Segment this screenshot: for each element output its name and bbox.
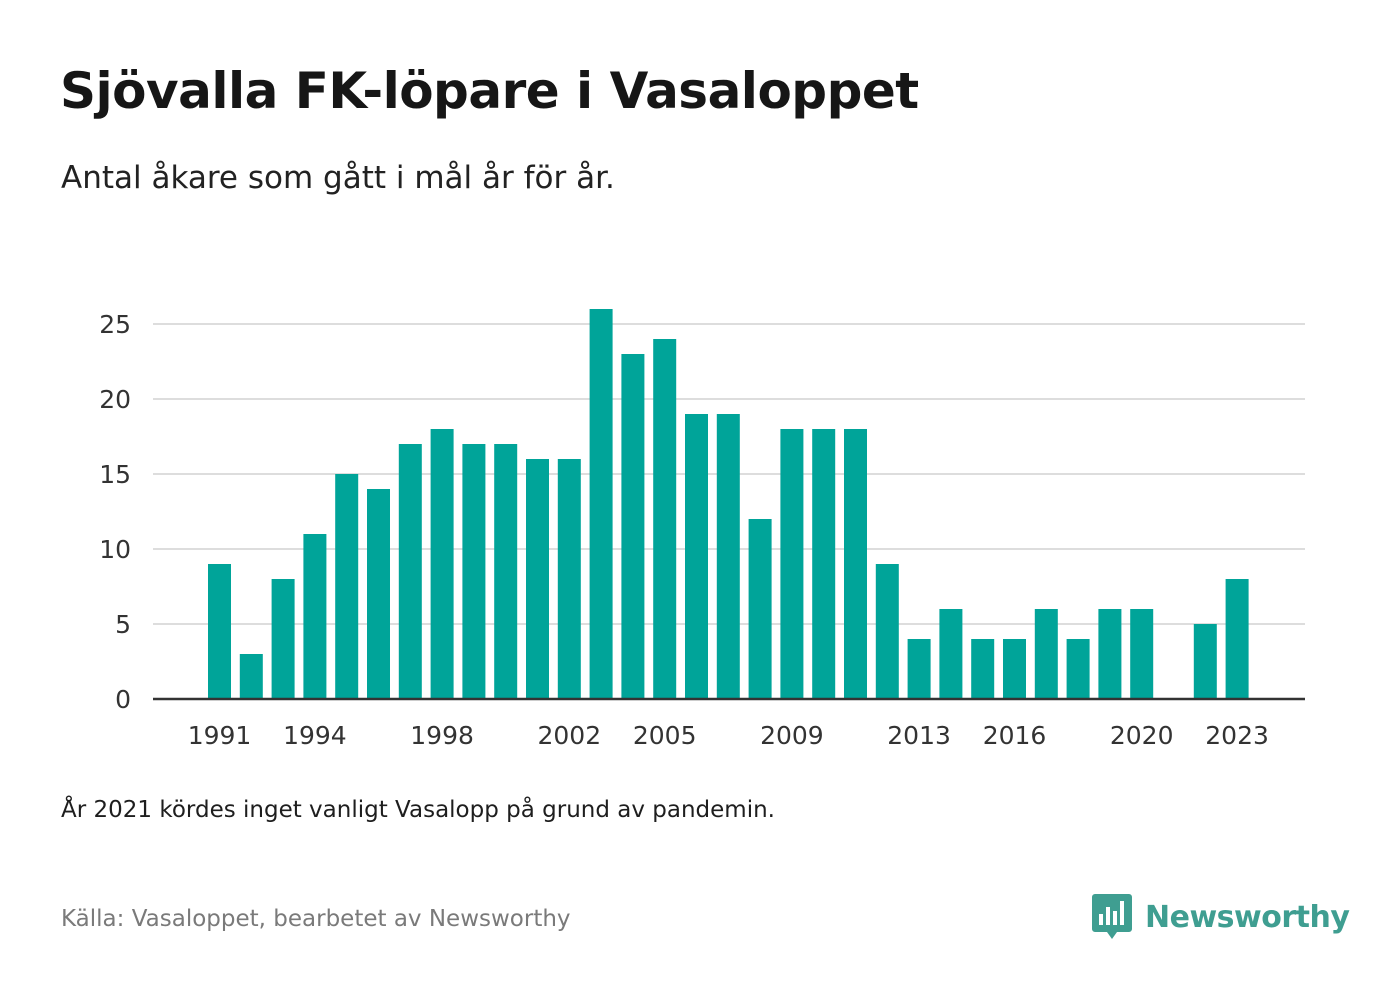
bar-2013 — [907, 639, 931, 699]
bar-2016 — [1003, 639, 1026, 699]
chart-title: Sjövalla FK-löpare i Vasaloppet — [60, 62, 919, 120]
bar-2002 — [557, 459, 581, 699]
bar-1997 — [398, 444, 422, 699]
bar-2018 — [1066, 639, 1090, 699]
bar-2017 — [1034, 609, 1058, 699]
y-tick-label: 5 — [115, 610, 131, 639]
x-tick-label: 2009 — [760, 721, 824, 750]
x-tick-label: 1991 — [188, 721, 252, 750]
brand-name: Newsworthy — [1145, 899, 1350, 935]
y-tick-label: 0 — [115, 685, 131, 714]
bar-2023 — [1225, 579, 1249, 699]
y-axis-tick-labels: 0 5 10 15 20 25 — [99, 310, 131, 714]
bar-1993 — [271, 579, 295, 699]
bar-2003 — [589, 309, 613, 699]
bar-2015 — [971, 639, 995, 699]
bar-2005 — [653, 339, 677, 699]
bar-chart: 0 5 10 15 20 25 1991 1994 1998 2002 2005 2009 2013 2… — [99, 309, 1305, 750]
bar-1995 — [335, 474, 359, 699]
y-tick-label: 25 — [99, 310, 131, 339]
bars — [208, 309, 1249, 699]
chart-note: År 2021 kördes inget vanligt Vasalopp på… — [61, 797, 775, 823]
x-tick-label: 2002 — [537, 721, 601, 750]
x-tick-label: 2005 — [633, 721, 697, 750]
x-tick-label: 2023 — [1205, 721, 1269, 750]
y-tick-label: 20 — [99, 385, 131, 414]
brand-logo: Newsworthy — [1091, 892, 1350, 942]
bar-2012 — [875, 564, 899, 699]
bar-2020 — [1130, 609, 1154, 699]
bar-2022 — [1193, 624, 1217, 699]
x-tick-label: 2013 — [887, 721, 951, 750]
bar-2007 — [716, 414, 740, 699]
bar-2019 — [1098, 609, 1122, 699]
x-tick-label: 2020 — [1110, 721, 1174, 750]
bar-1998 — [430, 429, 454, 699]
bar-2010 — [812, 429, 836, 699]
bar-2011 — [844, 429, 867, 699]
x-axis-tick-labels: 1991 1994 1998 2002 2005 2009 2013 2016 2020 2023 — [188, 721, 1269, 750]
x-tick-label: 1998 — [410, 721, 474, 750]
chart-subtitle: Antal åkare som gått i mål år för år. — [61, 160, 615, 196]
bar-2000 — [494, 444, 518, 699]
bar-1999 — [462, 444, 486, 699]
bar-2008 — [748, 519, 772, 699]
bar-2004 — [621, 354, 645, 699]
bar-2006 — [685, 414, 708, 699]
bar-1994 — [303, 534, 327, 699]
y-tick-label: 10 — [99, 535, 131, 564]
source-credit: Källa: Vasaloppet, bearbetet av Newswort… — [61, 906, 571, 932]
bar-2014 — [939, 609, 963, 699]
bar-2001 — [526, 459, 549, 699]
bar-1992 — [239, 654, 263, 699]
bar-1991 — [208, 564, 231, 699]
bar-2009 — [780, 429, 804, 699]
bar-1996 — [367, 489, 390, 699]
x-tick-label: 2016 — [983, 721, 1047, 750]
newsworthy-logo-icon — [1092, 894, 1132, 939]
y-tick-label: 15 — [99, 460, 131, 489]
x-tick-label: 1994 — [283, 721, 347, 750]
